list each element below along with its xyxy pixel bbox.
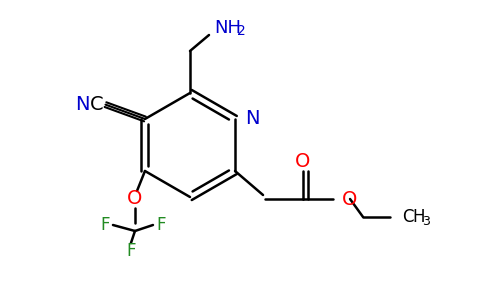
- Text: O: O: [342, 190, 357, 208]
- Text: F: F: [156, 216, 166, 234]
- Text: NH: NH: [214, 19, 241, 37]
- Text: 2: 2: [237, 24, 246, 38]
- Text: F: F: [126, 242, 136, 260]
- Text: N: N: [75, 95, 90, 114]
- Text: O: O: [295, 152, 311, 170]
- Text: C: C: [90, 95, 104, 114]
- Text: C: C: [402, 208, 413, 226]
- Text: O: O: [127, 190, 143, 208]
- Text: H: H: [412, 208, 424, 226]
- Text: 3: 3: [422, 214, 430, 227]
- Text: F: F: [100, 216, 110, 234]
- Text: N: N: [245, 110, 259, 128]
